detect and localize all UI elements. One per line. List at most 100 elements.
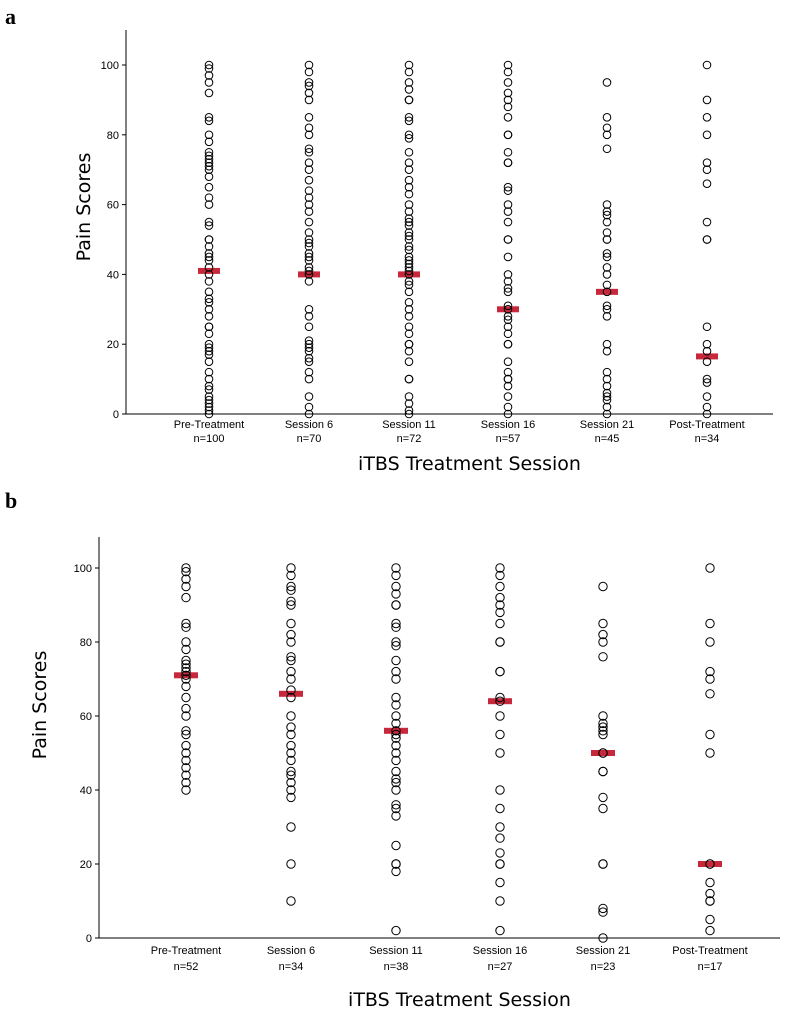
panel-b-data-point	[495, 618, 505, 629]
panel-a-data-point	[602, 217, 612, 227]
panel-b-data-point	[495, 785, 505, 795]
panel-a-data-point	[204, 182, 214, 192]
panel-b-data-point	[391, 840, 401, 851]
panel-a-data-point	[602, 144, 612, 154]
panel-a-data-point	[304, 266, 314, 276]
panel-a-x-axis-title: iTBS Treatment Session	[358, 453, 581, 475]
panel-a-data-point	[404, 60, 414, 70]
panel-b-series-4	[591, 581, 615, 943]
panel-a-data-point	[404, 346, 414, 356]
panel-a-data-point	[304, 402, 314, 412]
panel-a-data-point	[602, 78, 612, 87]
panel-a-data-point	[204, 147, 214, 157]
panel-a-data-point	[204, 137, 214, 147]
panel-a-data-point	[404, 287, 414, 297]
panel-a-n-label: n=100	[194, 433, 225, 445]
panel-b-x-axis-title: iTBS Treatment Session	[348, 989, 571, 1011]
panel-b-series-0	[174, 563, 198, 795]
panel-a-data-point	[602, 130, 612, 140]
panel-a-data-point	[404, 158, 414, 168]
panel-b-data-point	[495, 592, 505, 603]
panel-b-data-point	[391, 570, 401, 581]
panel-b-data-point	[286, 637, 296, 647]
panel-b-data-point	[391, 729, 401, 740]
panel-b-data-point	[705, 748, 715, 758]
panel-b-data-point	[391, 618, 401, 629]
panel-b-data-point	[705, 896, 715, 906]
panel-b-category-label: Post-Treatment	[672, 945, 747, 957]
panel-a-data-point	[204, 172, 214, 181]
panel-b-data-point	[286, 711, 296, 721]
panel-a-data-point	[304, 242, 314, 251]
panel-a-data-point	[404, 277, 414, 286]
panel-b-data-point	[598, 859, 608, 869]
panel-b-data-point	[495, 666, 505, 677]
panel-b-data-point	[705, 666, 715, 677]
panel-b-data-point	[181, 740, 191, 751]
panel-a-data-point	[503, 284, 513, 293]
panel-b-data-point	[598, 618, 608, 629]
panel-a-data-point	[503, 329, 513, 339]
panel-b-data-point	[286, 618, 296, 629]
panel-a-data-point	[404, 113, 414, 122]
panel-a-data-point	[503, 402, 513, 412]
panel-b-data-point	[286, 777, 296, 788]
panel-b-y-tick-label: 100	[74, 563, 92, 575]
panel-a-series-0	[198, 60, 220, 419]
panel-b-data-point	[286, 600, 296, 610]
panel-b-data-point	[181, 763, 191, 773]
panel-a-data-point	[503, 277, 513, 286]
panel-a-data-point	[702, 378, 712, 387]
panel-a-data-point	[304, 67, 314, 77]
panel-a-data-point	[204, 217, 214, 227]
panel-a-chart: 0 20 40 60 80 100 Pre-Treatment n=100 Session 6 n…	[73, 30, 773, 475]
panel-a-data-point	[404, 165, 414, 174]
panel-b-y-tick-label: 20	[80, 859, 92, 871]
panel-a-data-point	[304, 130, 314, 140]
panel-a-data-point	[503, 78, 513, 87]
panel-a-data-point	[204, 200, 214, 209]
panel-a-data-point	[204, 154, 214, 164]
panel-b-chart: 0 20 40 60 80 100 Pre-Treatment n=52 Session 6 n=…	[29, 537, 780, 1011]
panel-b-data-point	[181, 785, 191, 795]
panel-a-data-point	[204, 242, 214, 251]
panel-a-data-point	[204, 343, 214, 352]
panel-a-data-point	[503, 311, 513, 321]
panel-a-data-point	[204, 88, 214, 98]
panel-b-data-point	[495, 570, 505, 581]
panel-a-data-point	[702, 357, 712, 366]
panel-a-data-point	[304, 228, 314, 237]
panel-b-data-point	[391, 748, 401, 758]
panel-a-series-2	[398, 60, 420, 419]
panel-a-data-point	[602, 346, 612, 356]
panel-b-data-point	[286, 896, 296, 906]
panel-a-data-point	[304, 235, 314, 244]
panel-a-data-point	[204, 395, 214, 405]
panel-b-data-point	[495, 637, 505, 647]
panel-b-data-point	[181, 592, 191, 603]
panel-b-n-label: n=23	[591, 961, 616, 973]
panel-a-data-point	[702, 60, 712, 70]
panel-b-data-point	[598, 792, 608, 803]
panel-a-data-point	[404, 305, 414, 314]
panel-b-data-point	[495, 581, 505, 592]
panel-a-data-point	[304, 263, 314, 272]
panel-b-data-point	[181, 777, 191, 788]
panel-b-data-point	[181, 655, 191, 666]
panel-b-data-point	[391, 700, 401, 710]
panel-b-data-point	[705, 674, 715, 684]
panel-b-data-point	[598, 726, 608, 736]
panel-a-data-point	[304, 249, 314, 258]
panel-a-data-point	[503, 270, 513, 279]
panel-a-data-point	[602, 200, 612, 209]
panel-b-data-point	[181, 681, 191, 692]
panel-b-data-point	[181, 670, 191, 680]
panel-b-data-point	[391, 785, 401, 795]
panel-a-data-point	[602, 402, 612, 412]
panel-a-data-point	[503, 158, 513, 168]
panel-a-letter: a	[5, 4, 16, 29]
panel-b-n-label: n=38	[384, 961, 409, 973]
panel-a-data-point	[304, 60, 314, 70]
panel-a-data-point	[702, 374, 712, 384]
panel-b-series-3	[488, 563, 512, 936]
